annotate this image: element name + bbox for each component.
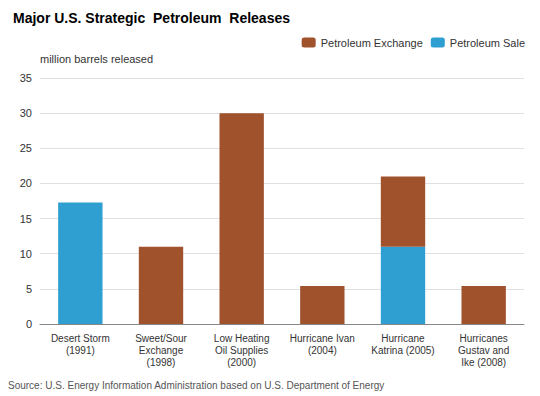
svg-text:Desert Storm: Desert Storm <box>51 333 110 344</box>
svg-text:Source: U.S. Energy Informatio: Source: U.S. Energy Information Administ… <box>8 380 384 391</box>
svg-text:Petroleum Sale: Petroleum Sale <box>450 37 525 49</box>
svg-text:million barrels released: million barrels released <box>40 53 153 65</box>
svg-text:Ike (2008): Ike (2008) <box>461 357 506 368</box>
svg-text:(2004): (2004) <box>308 345 337 356</box>
svg-text:20: 20 <box>20 177 32 189</box>
svg-text:Hurricanes: Hurricanes <box>459 333 507 344</box>
svg-text:Hurricane Ivan: Hurricane Ivan <box>290 333 355 344</box>
svg-text:30: 30 <box>20 107 32 119</box>
svg-text:Sweet/Sour: Sweet/Sour <box>135 333 187 344</box>
svg-text:25: 25 <box>20 142 32 154</box>
svg-text:35: 35 <box>20 72 32 84</box>
svg-text:Gustav and: Gustav and <box>458 345 509 356</box>
svg-text:Hurricane: Hurricane <box>381 333 425 344</box>
svg-text:Oil Supplies: Oil Supplies <box>215 345 268 356</box>
svg-text:Exchange: Exchange <box>139 345 184 356</box>
svg-text:15: 15 <box>20 213 32 225</box>
svg-text:10: 10 <box>20 248 32 260</box>
svg-text:(2000): (2000) <box>227 357 256 368</box>
svg-text:0: 0 <box>26 318 32 330</box>
svg-text:(1998): (1998) <box>147 357 176 368</box>
svg-text:5: 5 <box>26 283 32 295</box>
svg-text:Low Heating: Low Heating <box>214 333 270 344</box>
svg-text:Major U.S. Strategic Petroleu: Major U.S. Strategic Petroleum Releases <box>13 10 290 26</box>
svg-text:Katrina (2005): Katrina (2005) <box>371 345 434 356</box>
svg-text:Petroleum Exchange: Petroleum Exchange <box>321 37 423 49</box>
svg-text:(1991): (1991) <box>66 345 95 356</box>
